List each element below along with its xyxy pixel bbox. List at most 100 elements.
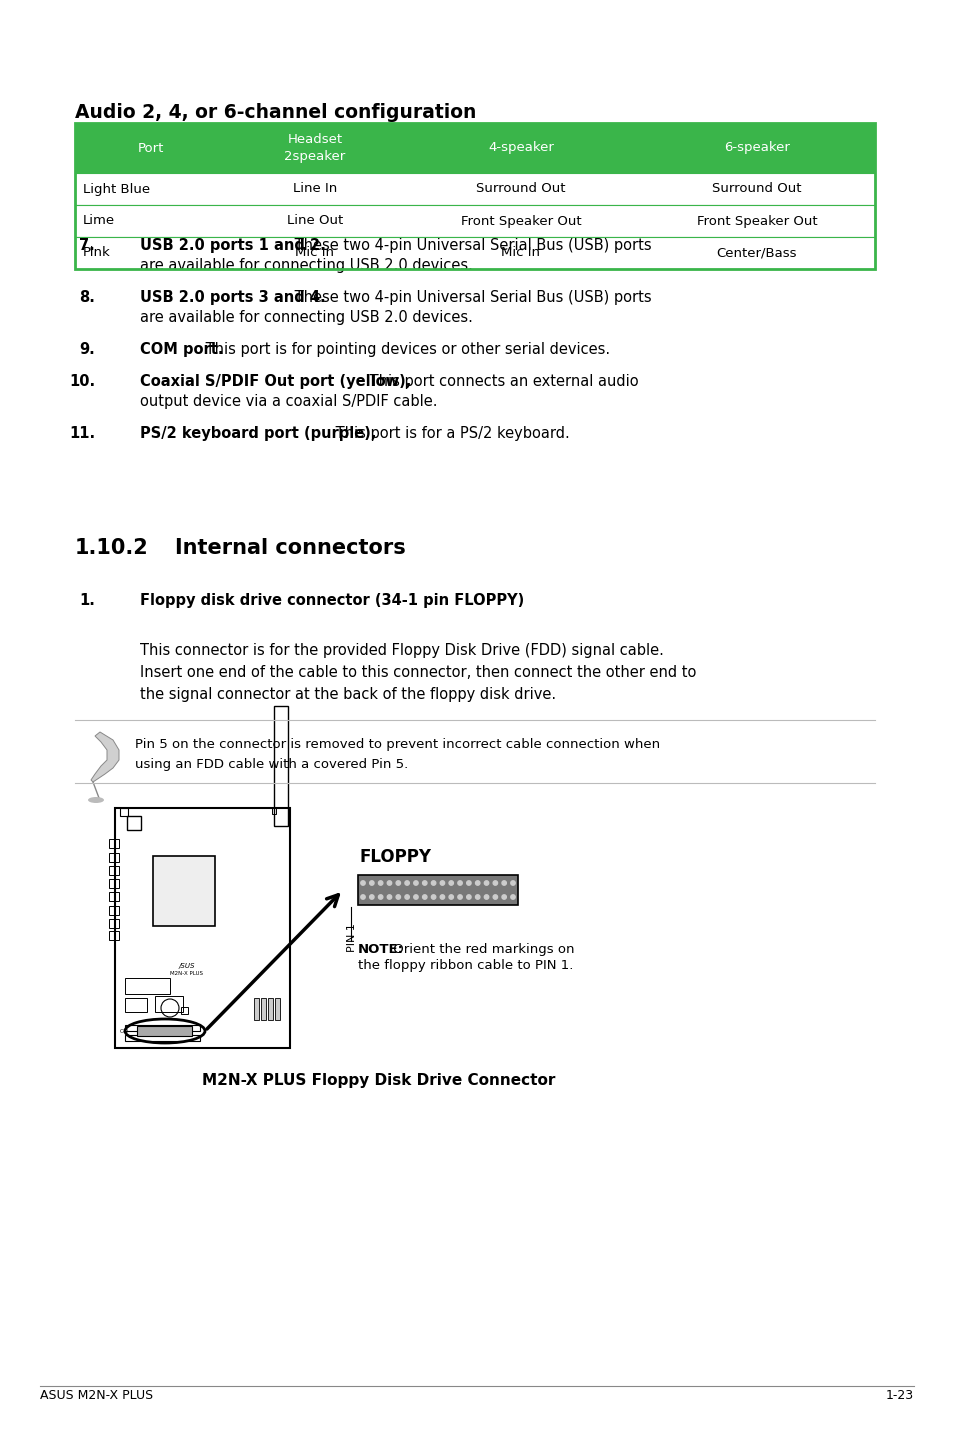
Text: This port is for pointing devices or other serial devices.: This port is for pointing devices or oth… [201, 342, 610, 357]
Text: Floppy disk drive connector (34-1 pin FLOPPY): Floppy disk drive connector (34-1 pin FL… [140, 592, 524, 608]
Text: USB 2.0 ports 1 and 2.: USB 2.0 ports 1 and 2. [140, 239, 325, 253]
Text: USB 2.0 ports 3 and 4.: USB 2.0 ports 3 and 4. [140, 290, 325, 305]
Text: These two 4-pin Universal Serial Bus (USB) ports: These two 4-pin Universal Serial Bus (US… [290, 239, 651, 253]
Text: M2N-X PLUS Floppy Disk Drive Connector: M2N-X PLUS Floppy Disk Drive Connector [202, 1073, 556, 1089]
Circle shape [378, 894, 382, 899]
Text: 9.: 9. [79, 342, 95, 357]
Text: output device via a coaxial S/PDIF cable.: output device via a coaxial S/PDIF cable… [140, 394, 437, 408]
Circle shape [475, 894, 479, 899]
Text: FLOPPY: FLOPPY [359, 848, 432, 866]
Bar [274, 706, 288, 825]
Circle shape [493, 881, 497, 886]
Text: PS/2 keyboard port (purple),: PS/2 keyboard port (purple), [140, 426, 376, 441]
Bar [125, 998, 147, 1012]
Text: C-2: C-2 [120, 1030, 129, 1034]
Bar [75, 237, 874, 269]
Text: Surround Out: Surround Out [476, 183, 565, 196]
Circle shape [387, 894, 392, 899]
Circle shape [387, 881, 392, 886]
Circle shape [360, 894, 365, 899]
Circle shape [369, 894, 374, 899]
Circle shape [431, 881, 436, 886]
Circle shape [501, 894, 506, 899]
Circle shape [493, 894, 497, 899]
Text: the signal connector at the back of the floppy disk drive.: the signal connector at the back of the … [140, 687, 556, 702]
Text: M2N-X PLUS: M2N-X PLUS [171, 971, 203, 976]
Circle shape [466, 894, 471, 899]
Circle shape [395, 894, 400, 899]
Text: Surround Out: Surround Out [712, 183, 801, 196]
Text: Front Speaker Out: Front Speaker Out [460, 214, 580, 227]
Circle shape [414, 894, 417, 899]
Ellipse shape [88, 797, 104, 802]
Bar [109, 906, 119, 915]
Circle shape [378, 881, 382, 886]
Bar [253, 998, 258, 1020]
Bar [125, 978, 170, 994]
Text: ASUS M2N-X PLUS: ASUS M2N-X PLUS [40, 1389, 153, 1402]
Bar [120, 808, 128, 815]
Bar [109, 919, 119, 928]
Text: Coaxial S/PDIF Out port (yellow),: Coaxial S/PDIF Out port (yellow), [140, 374, 411, 390]
Bar [109, 892, 119, 902]
Text: 4-speaker: 4-speaker [488, 141, 554, 154]
Text: Port: Port [137, 141, 164, 154]
Text: 8.: 8. [79, 290, 95, 305]
Text: This port connects an external audio: This port connects an external audio [365, 374, 639, 390]
Text: PIN 1: PIN 1 [347, 923, 356, 952]
Text: 11.: 11. [69, 426, 95, 441]
Text: Lime: Lime [83, 214, 115, 227]
Circle shape [501, 881, 506, 886]
Text: Mic In: Mic In [501, 246, 540, 259]
Circle shape [439, 894, 444, 899]
Text: 1-23: 1-23 [885, 1389, 913, 1402]
Text: are available for connecting USB 2.0 devices.: are available for connecting USB 2.0 dev… [140, 257, 473, 273]
Circle shape [449, 881, 453, 886]
Text: COM port.: COM port. [140, 342, 223, 357]
Text: Line In: Line In [293, 183, 336, 196]
Bar [109, 866, 119, 874]
Circle shape [360, 881, 365, 886]
Text: 7.: 7. [79, 239, 95, 253]
Bar [268, 998, 273, 1020]
Text: 6-speaker: 6-speaker [723, 141, 789, 154]
Text: Audio 2, 4, or 6-channel configuration: Audio 2, 4, or 6-channel configuration [75, 104, 476, 122]
Bar [261, 998, 266, 1020]
Bar [75, 124, 874, 269]
Text: Pink: Pink [83, 246, 111, 259]
Text: Mic In: Mic In [295, 246, 335, 259]
Circle shape [422, 881, 427, 886]
Text: Light Blue: Light Blue [83, 183, 150, 196]
Text: the floppy ribbon cable to PIN 1.: the floppy ribbon cable to PIN 1. [357, 959, 573, 972]
Text: Front Speaker Out: Front Speaker Out [696, 214, 817, 227]
Text: 10.: 10. [69, 374, 95, 390]
Bar [115, 808, 290, 1048]
Circle shape [431, 894, 436, 899]
Circle shape [466, 881, 471, 886]
Polygon shape [91, 732, 119, 782]
Circle shape [484, 894, 488, 899]
Text: Headset
2speaker: Headset 2speaker [284, 134, 345, 162]
Bar [125, 1035, 200, 1041]
Text: Orient the red markings on: Orient the red markings on [389, 943, 574, 956]
Text: 1.10.2: 1.10.2 [75, 538, 149, 558]
Circle shape [449, 894, 453, 899]
Bar [152, 856, 214, 926]
Bar [75, 124, 874, 173]
Bar [274, 998, 280, 1020]
Text: /SUS: /SUS [178, 963, 195, 969]
Text: Line Out: Line Out [287, 214, 343, 227]
Circle shape [510, 894, 515, 899]
Text: NOTE:: NOTE: [357, 943, 403, 956]
Circle shape [369, 881, 374, 886]
Circle shape [395, 881, 400, 886]
Bar [109, 879, 119, 889]
Text: This port is for a PS/2 keyboard.: This port is for a PS/2 keyboard. [331, 426, 569, 441]
Text: Insert one end of the cable to this connector, then connect the other end to: Insert one end of the cable to this conn… [140, 664, 696, 680]
Circle shape [510, 881, 515, 886]
Text: Internal connectors: Internal connectors [174, 538, 405, 558]
Bar [75, 206, 874, 237]
Bar [181, 1007, 188, 1014]
Bar [109, 853, 119, 861]
Circle shape [484, 881, 488, 886]
